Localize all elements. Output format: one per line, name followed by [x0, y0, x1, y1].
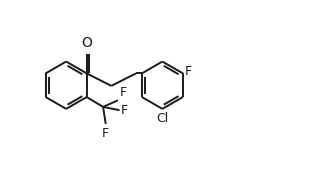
- Text: F: F: [185, 65, 192, 78]
- Text: F: F: [121, 104, 128, 117]
- Text: O: O: [81, 36, 92, 50]
- Text: Cl: Cl: [156, 112, 169, 125]
- Text: F: F: [102, 127, 109, 140]
- Text: F: F: [120, 86, 127, 99]
